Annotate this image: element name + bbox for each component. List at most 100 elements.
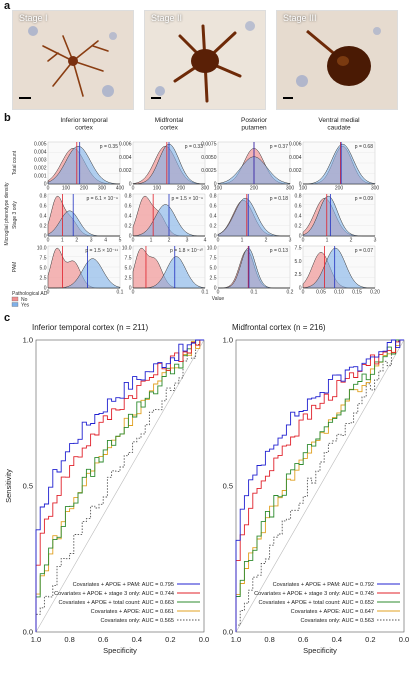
x-tick-label: 0 bbox=[47, 238, 50, 244]
density-yes bbox=[47, 145, 121, 185]
x-tick-label: 1 bbox=[241, 238, 244, 244]
y-tick-label: 2.5 bbox=[40, 276, 47, 282]
y-tick-label: 0 bbox=[214, 286, 217, 292]
column-title: Inferior temporal bbox=[60, 117, 108, 124]
y-tick-label: 0.2 bbox=[295, 224, 302, 230]
x-tick-label: 4 bbox=[204, 238, 207, 244]
micrograph-stage-3: Stage III bbox=[276, 10, 398, 110]
x-tick-label: 2 bbox=[168, 238, 171, 244]
x-tick-label: 300 bbox=[201, 186, 210, 192]
column-title: putamen bbox=[241, 125, 267, 132]
x-axis-label: Value bbox=[212, 296, 225, 302]
x-tick-label: 1 bbox=[150, 238, 153, 244]
y-tick-label: 10.0 bbox=[37, 246, 47, 252]
y-tick-label: 0.001 bbox=[34, 174, 47, 180]
y-tick-label: 0.0 bbox=[23, 628, 33, 637]
x-tick-label: 0.0 bbox=[199, 635, 209, 644]
x-tick-label: 0 bbox=[132, 186, 135, 192]
roc-legend-item: Covariates + APOE + total count: AUC = 0… bbox=[258, 600, 374, 606]
x-tick-label: 0.1 bbox=[202, 290, 209, 296]
legend-label-yes: Yes bbox=[21, 303, 30, 308]
density-yes bbox=[47, 210, 120, 237]
x-tick-label: 3 bbox=[186, 238, 189, 244]
y-tick-label: 5.0 bbox=[295, 259, 302, 265]
x-tick-label: 300 bbox=[286, 186, 295, 192]
y-tick-label: 0 bbox=[129, 234, 132, 240]
x-tick-label: 2 bbox=[265, 238, 268, 244]
y-tick-label: 5.0 bbox=[125, 266, 132, 272]
density-yes bbox=[48, 258, 121, 289]
x-tick-label: 1 bbox=[326, 238, 329, 244]
x-tick-label: 2 bbox=[75, 238, 78, 244]
y-tick-label: 0.4 bbox=[125, 214, 132, 220]
x-tick-label: 4 bbox=[104, 238, 107, 244]
y-tick-label: 2.5 bbox=[210, 276, 217, 282]
y-tick-label: 0.6 bbox=[210, 204, 217, 210]
y-tick-label: 10.0 bbox=[207, 246, 217, 252]
y-axis-label: Sensitivity bbox=[4, 469, 13, 503]
roc-legend-item: Covariates + APOE + PAM: AUC = 0.792 bbox=[273, 582, 374, 588]
x-tick-label: 0.1 bbox=[117, 290, 124, 296]
x-tick-label: 300 bbox=[371, 186, 380, 192]
x-tick-label: 0 bbox=[217, 238, 220, 244]
x-tick-label: 0.2 bbox=[287, 290, 294, 296]
roc-legend-item: Covariates + APOE + stage 3 only: AUC = … bbox=[54, 591, 174, 597]
y-tick-label: 0.006 bbox=[289, 142, 302, 148]
x-tick-label: 1.0 bbox=[31, 635, 41, 644]
y-tick-label: 0.004 bbox=[34, 150, 47, 156]
x-tick-label: 0.8 bbox=[264, 635, 274, 644]
x-tick-label: 0.0 bbox=[399, 635, 409, 644]
stage-3-label: Stage III bbox=[283, 13, 317, 23]
x-tick-label: 1 bbox=[61, 238, 64, 244]
roc-plots: Inferior temporal cortex (n = 211) 0.0 0.5… bbox=[4, 323, 409, 655]
x-tick-label: 300 bbox=[98, 186, 107, 192]
y-tick-label: 0 bbox=[44, 182, 47, 188]
density-yes bbox=[133, 256, 206, 289]
x-tick-label: 0.4 bbox=[332, 635, 342, 644]
y-tick-label: 5.0 bbox=[40, 266, 47, 272]
x-tick-label: 1.0 bbox=[231, 635, 241, 644]
y-tick-label: 0 bbox=[129, 286, 132, 292]
y-tick-label: 7.5 bbox=[125, 256, 132, 262]
x-tick-label: 5 bbox=[119, 238, 122, 244]
y-tick-label: 0.8 bbox=[210, 194, 217, 200]
x-tick-label: 3 bbox=[90, 238, 93, 244]
y-tick-label: 0.006 bbox=[119, 142, 132, 148]
x-tick-label: 200 bbox=[250, 186, 259, 192]
y-tick-label: 5.0 bbox=[210, 266, 217, 272]
micrograph-stage-2: Stage II bbox=[144, 10, 266, 110]
roc-curve-1 bbox=[35, 339, 204, 632]
x-tick-label: 0 bbox=[132, 238, 135, 244]
column-title: caudate bbox=[327, 125, 351, 132]
y-tick-label: 0 bbox=[299, 182, 302, 188]
p-value: p = 1.5 × 10⁻⁹ bbox=[172, 196, 203, 202]
y-tick-label: 0 bbox=[214, 234, 217, 240]
x-tick-label: 0.6 bbox=[98, 635, 108, 644]
p-value: p = 0.35 bbox=[100, 144, 118, 150]
y-tick-label: 0.8 bbox=[40, 194, 47, 200]
y-tick-label: 1.0 bbox=[223, 336, 233, 345]
roc-curve-3 bbox=[235, 339, 404, 632]
x-tick-label: 0.15 bbox=[352, 290, 362, 296]
roc-legend-item: Covariates + APOE + PAM: AUC = 0.795 bbox=[73, 582, 174, 588]
shared-y-label: Microglial phenotype density bbox=[4, 182, 10, 246]
y-tick-label: 0.2 bbox=[40, 224, 47, 230]
roc-curve-5 bbox=[235, 339, 404, 632]
x-tick-label: 0.8 bbox=[64, 635, 74, 644]
p-value: p = 0.37 bbox=[270, 144, 288, 150]
y-tick-label: 0.004 bbox=[119, 155, 132, 161]
x-tick-label: 0.2 bbox=[365, 635, 375, 644]
y-tick-label: 0.6 bbox=[40, 204, 47, 210]
y-tick-label: 0.6 bbox=[295, 204, 302, 210]
x-tick-label: 0.6 bbox=[298, 635, 308, 644]
y-tick-label: 0.4 bbox=[40, 214, 47, 220]
roc-title: Midfrontal cortex (n = 216) bbox=[232, 323, 326, 332]
x-axis-label: Specificity bbox=[103, 646, 137, 655]
micrograph-stage-1: Stage I bbox=[12, 10, 134, 110]
roc-curve-1 bbox=[235, 339, 404, 632]
legend-title: Pathological AD bbox=[12, 291, 48, 297]
x-tick-label: 0 bbox=[132, 290, 135, 296]
roc-legend-item: Covariates only: AUC = 0.563 bbox=[300, 618, 374, 624]
y-tick-label: 0.2 bbox=[125, 224, 132, 230]
panel-c: c Inferior temporal cortex (n = 211) 0.0 0… bbox=[0, 310, 410, 685]
